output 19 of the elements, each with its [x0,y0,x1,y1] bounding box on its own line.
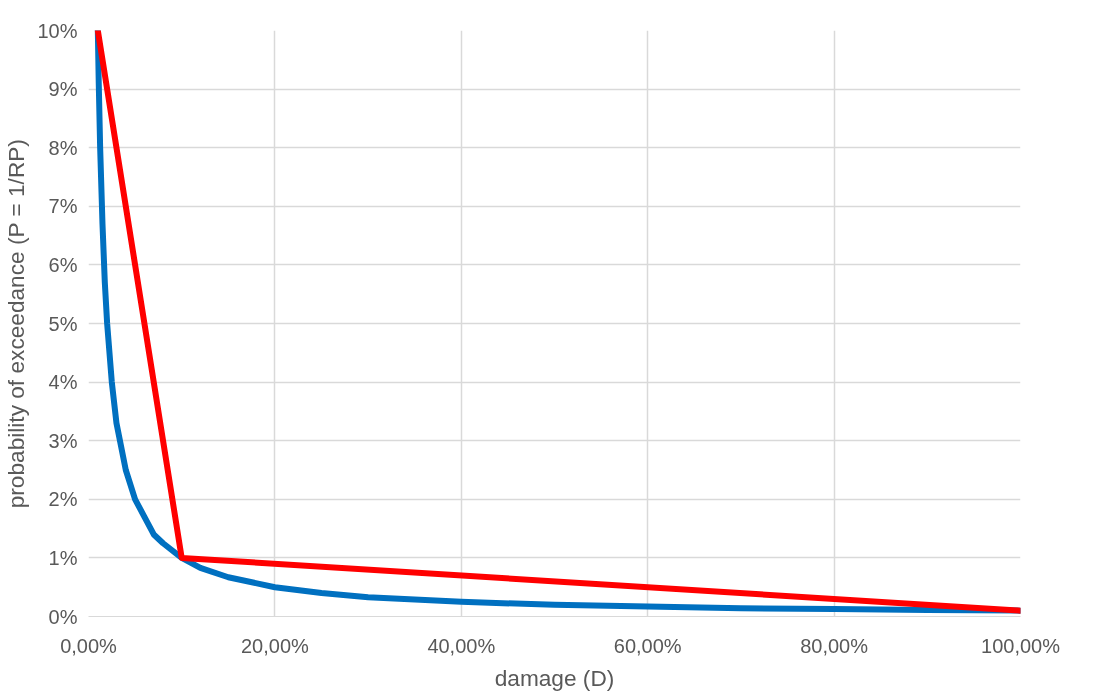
y-tick-label: 2% [48,488,78,511]
x-tick-label: 80,00% [800,634,869,657]
y-axis-title: probability of exceedance (P = 1/RP) [3,139,30,509]
y-tick-label: 1% [48,546,78,569]
x-tick-label: 40,00% [427,634,496,657]
y-tick-label: 4% [48,371,78,394]
y-tick-label: 9% [48,78,78,101]
x-tick-label: 0,00% [60,634,118,657]
y-tick-label: 3% [48,429,78,452]
x-tick-label: 100,00% [981,634,1061,657]
y-tick-label: 5% [48,312,78,335]
y-tick-label: 10% [37,19,78,42]
y-tick-label: 8% [48,136,78,159]
x-tick-label: 60,00% [613,634,682,657]
x-axis-title: damage (D) [494,664,615,691]
y-tick-label: 7% [48,195,78,218]
x-tick-label: 20,00% [240,634,310,657]
y-tick-label: 6% [48,253,78,276]
y-tick-label: 0% [48,605,78,628]
